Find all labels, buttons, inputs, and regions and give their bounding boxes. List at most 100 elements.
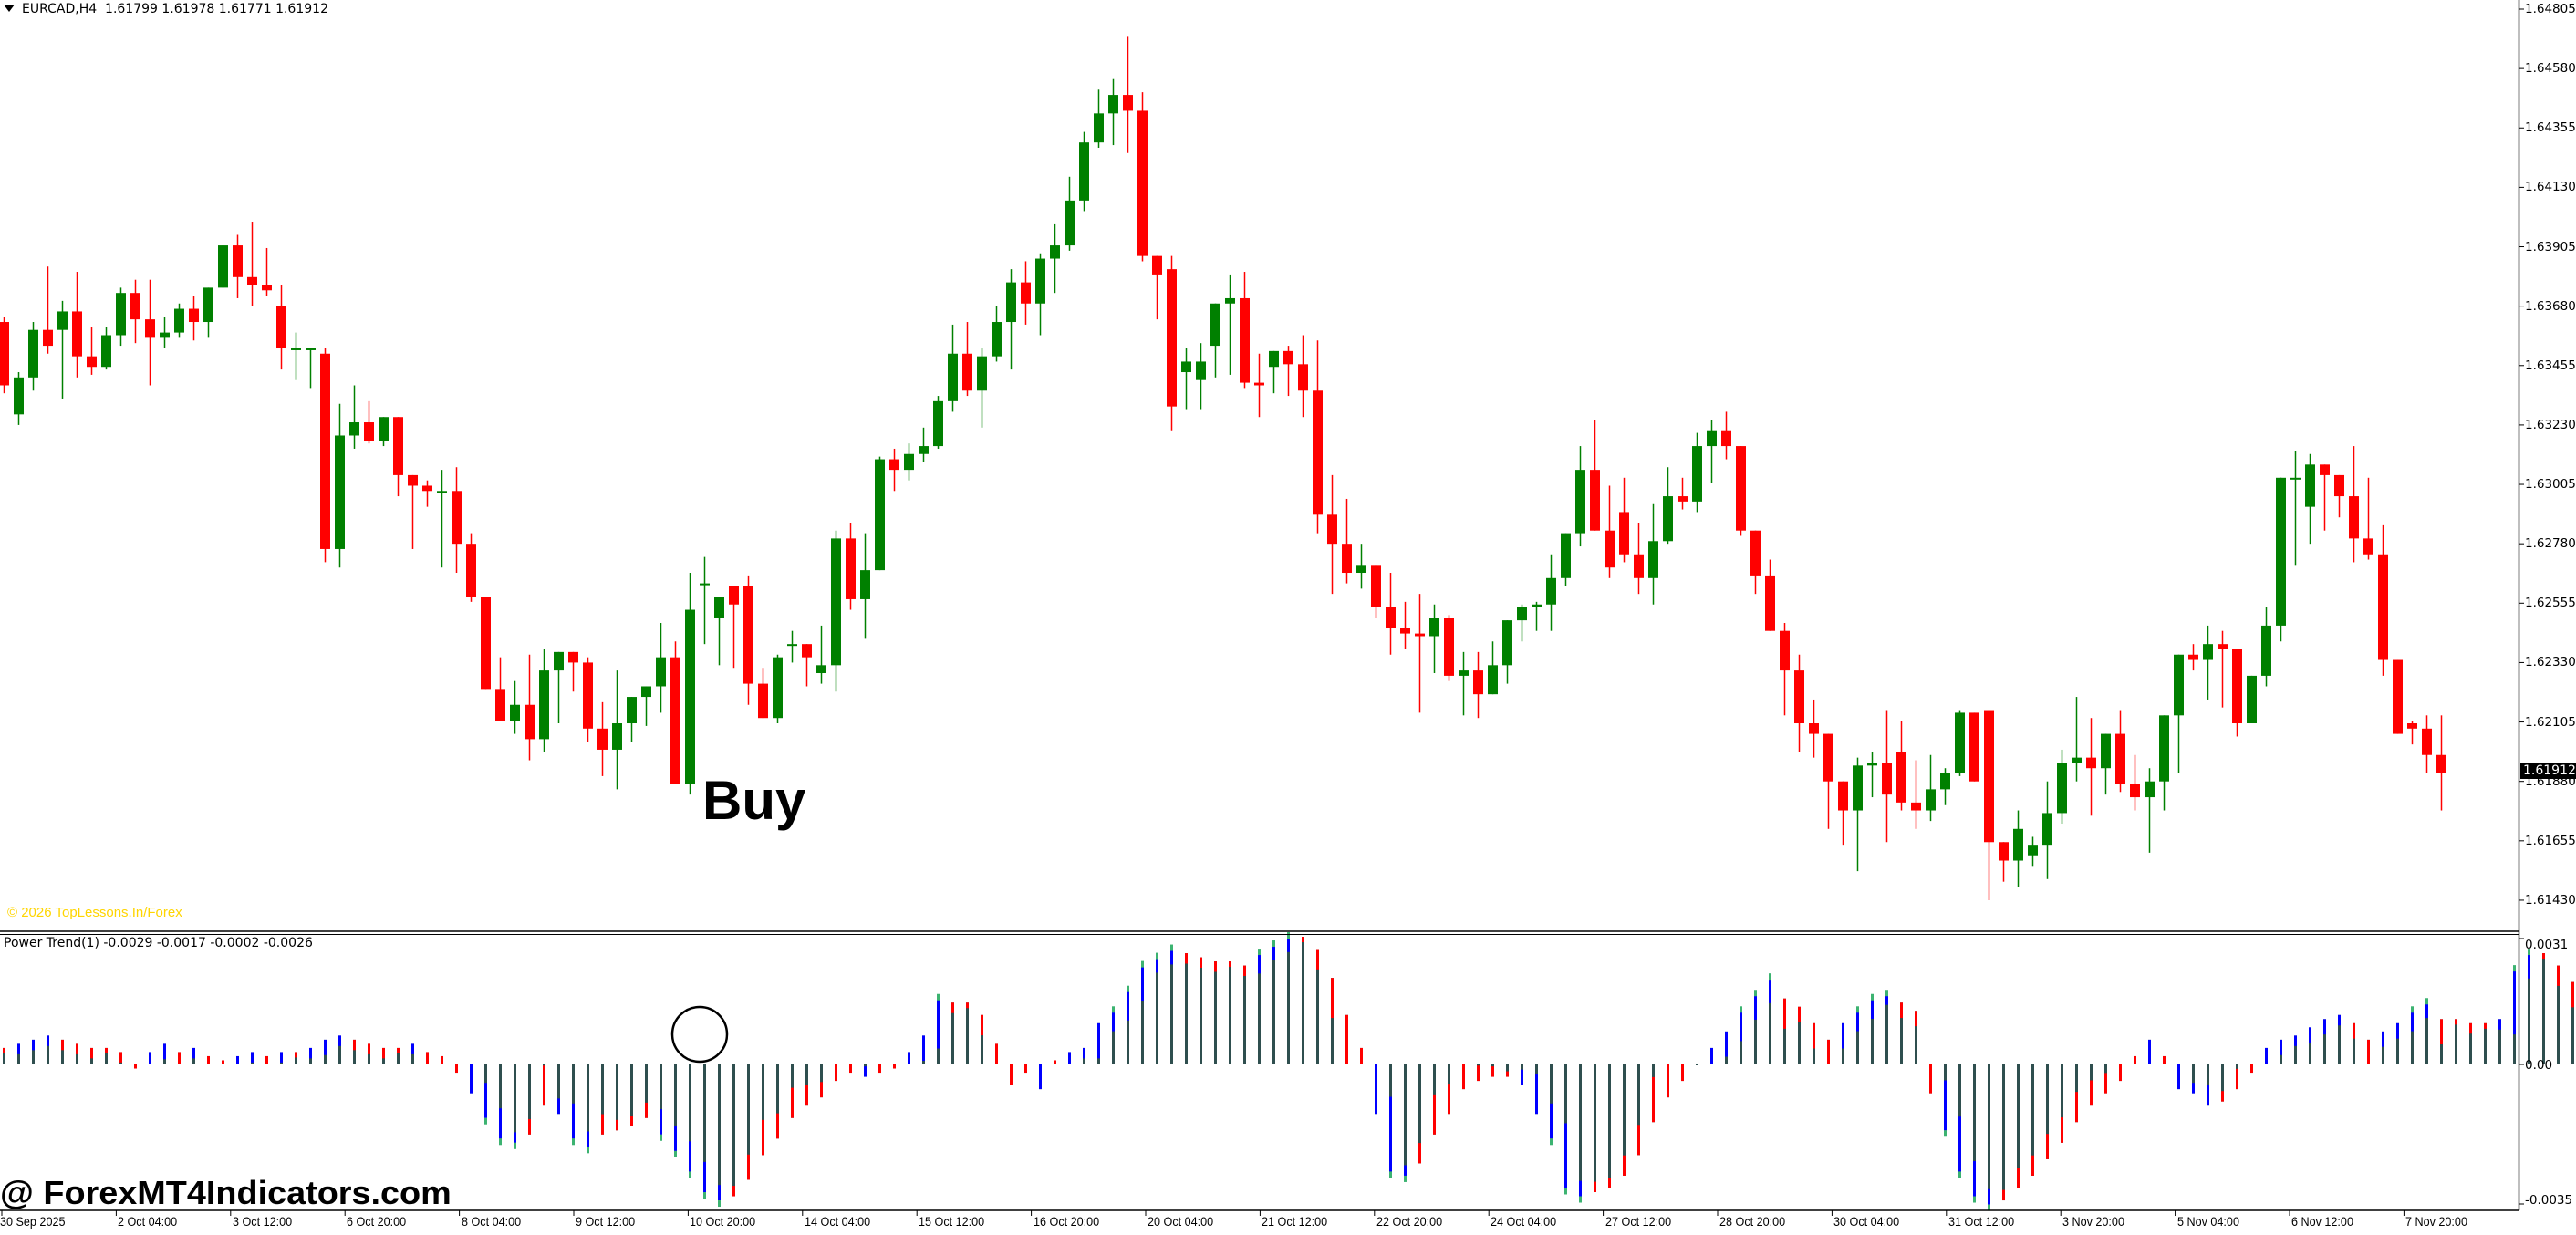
indicator-bar <box>2557 965 2560 1064</box>
candle <box>320 348 330 563</box>
indicator-bar <box>2236 1064 2238 1090</box>
indicator-bar <box>1491 1064 1494 1077</box>
time-tick-label: 7 Nov 20:00 <box>2405 1214 2468 1229</box>
candle <box>437 470 447 568</box>
indicator-bar <box>76 1043 78 1064</box>
chart-header: EURCAD,H4 1.61799 1.61978 1.61771 1.6191… <box>4 0 328 18</box>
indicator-bar <box>2571 981 2574 1064</box>
candle <box>2232 649 2242 737</box>
candle <box>57 300 68 399</box>
candle <box>72 272 82 378</box>
candle <box>1371 565 1381 618</box>
indicator-bar <box>2382 1031 2384 1064</box>
indicator-bar <box>1287 932 1290 1064</box>
candle <box>1152 255 1162 320</box>
candle <box>962 322 972 397</box>
indicator-bar <box>893 1064 896 1069</box>
candle <box>1605 485 1615 578</box>
candle <box>1006 269 1016 370</box>
indicator-bar <box>820 1064 823 1098</box>
candle <box>1254 353 1264 418</box>
candle <box>612 670 622 790</box>
candle <box>1298 335 1308 418</box>
signal-circle-annotation <box>670 1005 729 1064</box>
indicator-bar <box>660 1064 662 1141</box>
candle <box>1794 654 1804 752</box>
indicator-bar <box>1170 944 1173 1064</box>
triangle-down-icon[interactable] <box>4 5 15 12</box>
indicator-bar <box>207 1055 210 1064</box>
indicator-bar <box>251 1052 254 1064</box>
candle <box>379 417 389 447</box>
indicator-bar <box>1024 1064 1027 1074</box>
indicator-bar <box>1535 1064 1538 1115</box>
indicator-bar <box>703 1064 706 1199</box>
indicator-bar <box>1652 1064 1655 1123</box>
candle <box>2407 721 2417 745</box>
time-tick-label: 6 Oct 20:00 <box>347 1214 407 1229</box>
candle <box>948 324 958 412</box>
indicator-bar <box>1010 1064 1013 1085</box>
indicator-bar <box>1521 1064 1523 1085</box>
candle <box>1648 503 1658 605</box>
candle <box>1619 477 1629 563</box>
candle <box>1313 340 1323 534</box>
indicator-bar <box>864 1064 867 1077</box>
candle <box>846 523 856 610</box>
indicator-bar <box>1272 940 1275 1064</box>
candle <box>2188 644 2198 671</box>
indicator-bar <box>455 1064 458 1074</box>
candle <box>802 644 812 687</box>
indicator-bar <box>718 1064 721 1208</box>
candle <box>422 480 432 507</box>
indicator-bar <box>1696 1064 1698 1065</box>
time-tick-label: 6 Nov 12:00 <box>2291 1214 2353 1229</box>
indicator-bar <box>1550 1064 1553 1146</box>
indicator-bar <box>1433 1064 1436 1135</box>
indicator-bar <box>1754 990 1757 1064</box>
indicator-bar <box>149 1052 151 1064</box>
candle <box>1196 343 1206 410</box>
indicator-bar <box>1083 1047 1085 1064</box>
candle <box>1765 559 1775 631</box>
indicator-bar <box>2163 1055 2166 1064</box>
candle <box>787 630 797 663</box>
indicator-bar <box>2017 1064 2020 1188</box>
indicator-bar <box>119 1052 122 1064</box>
time-tick-label: 8 Oct 04:00 <box>461 1214 521 1229</box>
indicator-bar <box>324 1039 327 1064</box>
candle <box>101 327 111 370</box>
candle <box>889 448 899 492</box>
indicator-bar <box>1740 1006 1742 1064</box>
copyright-text: © 2026 TopLessons.In/Forex <box>7 905 182 920</box>
indicator-bar <box>747 1064 750 1180</box>
indicator-bar <box>309 1047 312 1064</box>
price-tick-label: 1.62555 <box>2525 596 2576 611</box>
candle <box>933 396 943 449</box>
candle <box>1094 89 1104 148</box>
candle <box>2276 477 2286 642</box>
candle <box>1896 721 1906 811</box>
candle <box>904 443 914 481</box>
candle <box>1678 477 1688 510</box>
indicator-bar <box>1200 957 1202 1064</box>
candle <box>2130 754 2140 811</box>
price-tick-label: 1.61655 <box>2525 833 2576 848</box>
candle <box>1853 757 1863 872</box>
candle <box>773 654 783 724</box>
indicator-bar <box>528 1064 531 1135</box>
indicator-bar <box>2075 1064 2078 1123</box>
indicator-bar <box>178 1052 181 1064</box>
indicator-bar <box>1564 1064 1567 1195</box>
indicator-bar <box>791 1064 794 1118</box>
candle <box>1283 346 1293 397</box>
indicator-bar <box>1827 1039 1830 1064</box>
candle <box>670 641 680 784</box>
candle <box>2145 768 2155 853</box>
ohlc-values: 1.61799 1.61978 1.61771 1.61912 <box>105 2 328 16</box>
candle <box>2013 810 2023 887</box>
indicator-bar <box>2192 1064 2195 1094</box>
candle <box>875 456 885 571</box>
time-tick-label: 31 Oct 12:00 <box>1948 1214 2014 1229</box>
